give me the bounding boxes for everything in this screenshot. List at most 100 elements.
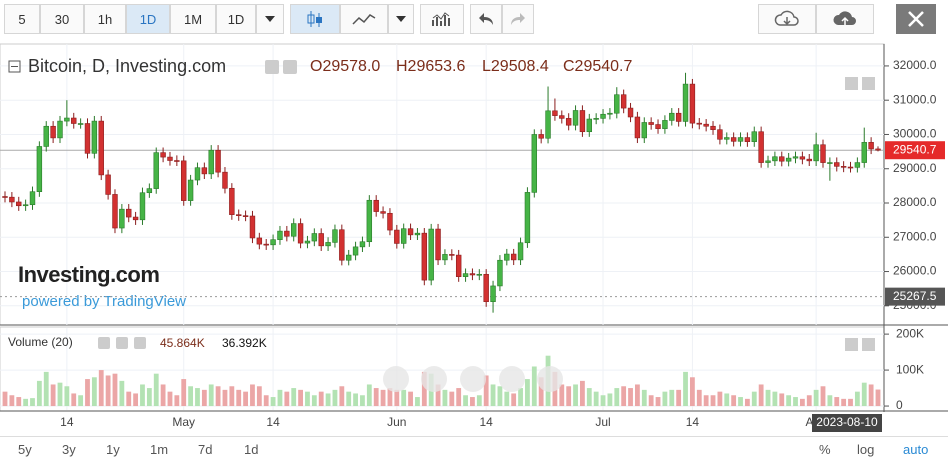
candles-button[interactable] — [290, 4, 340, 34]
candle-body — [655, 124, 661, 129]
close-button[interactable] — [896, 4, 936, 34]
range-button[interactable]: 1m — [150, 442, 169, 457]
candle-body — [820, 144, 826, 163]
range-button[interactable]: 1d — [244, 442, 259, 457]
volume-bar — [834, 397, 840, 407]
candle-body — [641, 122, 647, 139]
footer: 5y 3y 1y 1m 7d 1d% log auto — [0, 436, 948, 461]
volume-bar — [641, 389, 647, 407]
candle-body — [483, 273, 489, 302]
candle-body — [43, 125, 49, 147]
candle-body — [710, 125, 716, 130]
dropdown-button[interactable] — [388, 4, 414, 34]
x-tick-label: 14 — [60, 415, 74, 429]
candle-body — [167, 156, 173, 161]
interval-button[interactable]: 5 — [4, 4, 40, 34]
candle-body — [345, 254, 352, 261]
candle-body — [559, 115, 565, 119]
scale-option[interactable]: log — [857, 442, 875, 457]
volume-bar — [442, 389, 448, 407]
volume-bar — [490, 384, 496, 407]
candle-body — [332, 229, 338, 243]
watermark-subtitle: powered by TradingView — [22, 293, 186, 310]
candle-body — [737, 137, 744, 142]
volume-bar — [621, 386, 627, 407]
range-button[interactable]: 5y — [18, 442, 32, 457]
candle-body — [854, 162, 861, 168]
candle-body — [366, 199, 373, 243]
candle-body — [201, 167, 208, 175]
candle-body — [442, 254, 448, 261]
y-tick-label: 0 — [896, 398, 903, 412]
scale-option[interactable]: % — [819, 442, 831, 457]
volume-bar — [655, 397, 661, 407]
volume-bar — [635, 384, 640, 407]
volume-bar — [628, 388, 633, 407]
save-button[interactable] — [816, 4, 874, 34]
volume-bar — [353, 393, 358, 407]
interval-label: 1D — [139, 11, 157, 27]
volume-bar — [710, 395, 716, 407]
interval-button[interactable]: 1D — [126, 4, 170, 34]
volume-bar — [614, 388, 620, 407]
interval-button[interactable]: 1D — [216, 4, 256, 34]
volume-bar — [91, 377, 97, 407]
candle-body — [772, 156, 778, 162]
candle-body — [112, 194, 118, 229]
interval-button[interactable]: 1h — [84, 4, 126, 34]
range-button[interactable]: 3y — [62, 442, 76, 457]
volume-bar — [525, 379, 530, 407]
indicators-button[interactable] — [420, 4, 464, 34]
volume-bar — [167, 391, 173, 407]
candle-body — [2, 196, 8, 198]
volume-bar — [263, 395, 269, 407]
nav-button — [499, 366, 525, 392]
nav-button — [421, 366, 447, 392]
x-tick-label: 14 — [480, 415, 494, 429]
scale-option[interactable]: auto — [903, 442, 929, 457]
candle-body — [730, 137, 737, 142]
x-tick-label: Jun — [387, 415, 406, 429]
candle-body — [435, 228, 441, 261]
volume-bar — [208, 384, 214, 407]
volume-bar — [146, 388, 152, 407]
range-button[interactable]: 7d — [198, 442, 213, 457]
redo-button[interactable] — [502, 4, 534, 34]
volume-bar — [676, 389, 682, 407]
candle-body — [394, 229, 400, 244]
volume-bar — [243, 391, 248, 407]
interval-button[interactable]: 1M — [170, 4, 216, 34]
candle-body — [607, 112, 613, 115]
interval-label: 30 — [54, 11, 70, 27]
volume-bar — [153, 373, 159, 407]
settings-icon — [116, 337, 128, 349]
undo-button[interactable] — [470, 4, 502, 34]
ohlc-value: O29578.0 — [310, 58, 380, 75]
candle-body — [799, 156, 806, 160]
dropdown-button[interactable] — [256, 4, 284, 34]
candle-body — [586, 118, 592, 133]
candles-icon — [307, 11, 322, 27]
candle-body — [91, 120, 98, 154]
x-tick-label: Jul — [595, 415, 610, 429]
volume-bar — [229, 386, 235, 407]
candle-body — [806, 158, 812, 162]
interval-button[interactable]: 30 — [40, 4, 84, 34]
candle-body — [792, 156, 799, 159]
candle-body — [834, 162, 840, 167]
candle-body — [284, 230, 290, 237]
candle-body — [16, 201, 22, 207]
candle-body — [531, 134, 538, 193]
candle-body — [380, 211, 386, 214]
volume-bar — [772, 391, 778, 407]
volume-bar — [50, 384, 56, 407]
load-button[interactable] — [758, 4, 816, 34]
line-style-button[interactable] — [340, 4, 388, 34]
candle-body — [229, 187, 235, 215]
range-button[interactable]: 1y — [106, 442, 120, 457]
volume-bar — [435, 384, 441, 407]
candle-body — [455, 254, 462, 277]
candle-body — [181, 160, 187, 201]
volume-bar — [662, 391, 668, 407]
date-tag — [812, 414, 882, 432]
